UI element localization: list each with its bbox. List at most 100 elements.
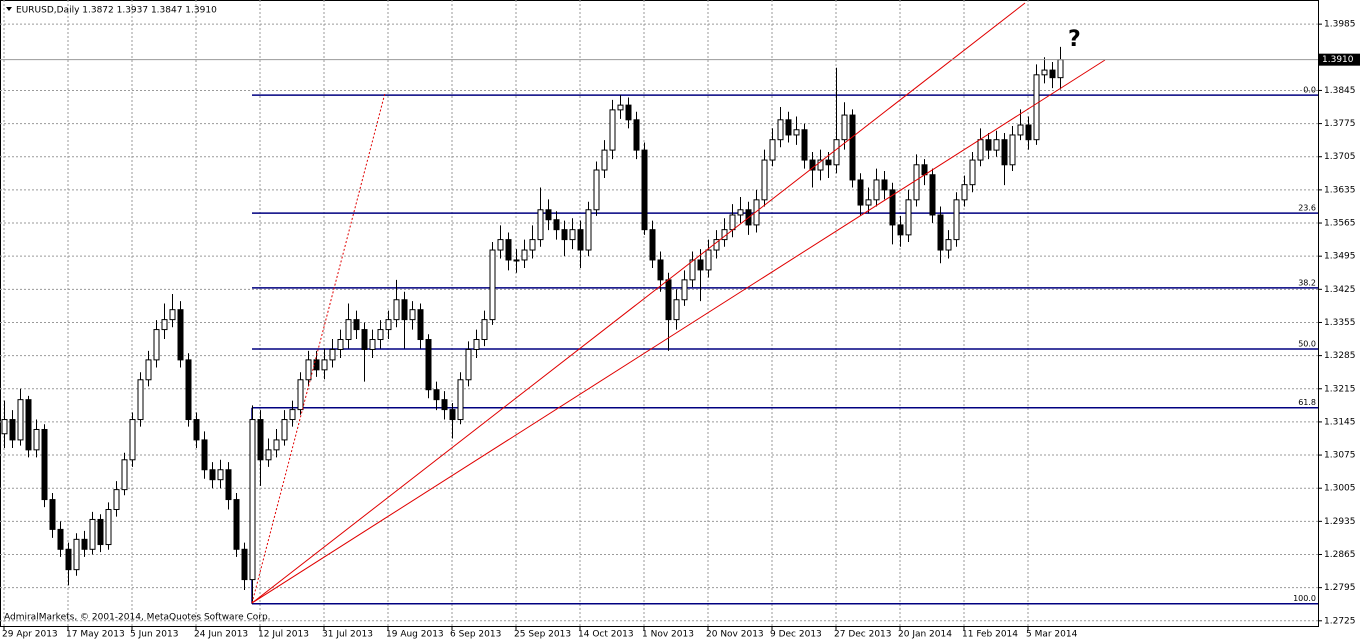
candle-body [145,359,152,381]
candle-body [849,114,856,181]
candle-body [57,528,64,550]
fib-level-label: 50.0 [1298,339,1316,348]
candle-body [945,239,952,251]
candle-body [417,309,424,341]
candle-body [9,419,16,441]
fib-level-label: 0.0 [1303,86,1316,95]
candle-body [81,538,88,550]
candle-body [433,389,440,401]
x-tick-label: 12 Jul 2013 [258,630,309,640]
candle-body [265,449,272,461]
candle-body [233,499,240,550]
candle-body [65,548,72,571]
x-tick-label: 14 Oct 2013 [578,630,634,640]
trend-lines [251,2,1106,604]
candle-body [25,399,32,451]
candle-body [777,119,784,141]
candle-body [553,219,560,231]
x-tick-label: 29 Apr 2013 [2,630,58,640]
candle-body [689,259,696,281]
candle-body [329,348,336,361]
candle-body [33,428,40,451]
x-tick-label: 6 Sep 2013 [450,630,501,640]
candle-body [1049,69,1056,79]
candle-body [633,119,640,151]
candle-body [353,319,360,331]
candle-body [865,199,872,206]
candle-body [801,129,808,161]
candle-body [841,114,848,141]
candle-body [129,419,136,461]
x-tick-label: 17 May 2013 [66,630,125,640]
candle-body [209,469,216,481]
candle-body [401,299,408,321]
candle-body [1009,134,1016,166]
candle-body [905,199,912,236]
candle-body [969,159,976,186]
y-tick-label: 1.3075 [1324,451,1356,461]
candle-body [113,489,120,511]
current-price-label: 1.3910 [1322,55,1354,65]
candle-body [249,419,256,581]
x-tick-label: 31 Jul 2013 [322,630,373,640]
candle-body [73,538,80,571]
x-tick-label: 24 Jun 2013 [194,630,248,640]
candle-body [257,419,264,461]
candle-body [449,409,456,421]
x-tick-label: 5 Mar 2014 [1026,630,1078,640]
candle-body [753,199,760,226]
candle-body [225,469,232,501]
y-tick-label: 1.3285 [1324,351,1356,361]
candle-body [313,359,320,371]
candle-body [1041,69,1048,76]
fib-level-label: 23.6 [1298,204,1316,213]
candle-body [497,239,504,251]
candle-body [481,319,488,341]
candle-body [105,509,112,546]
candle-body [873,179,880,201]
candle-body [193,419,200,441]
candle-body [241,548,248,581]
candle-body [1017,124,1024,136]
candle-body [201,439,208,471]
candle-body [833,139,840,166]
candle-body [289,409,296,421]
candle-body [177,309,184,361]
candle-body [529,239,536,251]
candle-body [137,379,144,421]
plot-frame [0,0,1319,627]
candle-body [369,339,376,350]
x-tick-label: 11 Feb 2014 [962,630,1018,640]
x-tick-label: 20 Nov 2013 [706,630,764,640]
candle-body [505,239,512,261]
candle-body [889,189,896,226]
candle-body [513,259,520,262]
y-tick-label: 1.3495 [1324,252,1356,262]
candle-body [649,229,656,261]
x-tick-label: 19 Aug 2013 [386,630,444,640]
candle-body [489,249,496,321]
candle-body [937,214,944,251]
candle-body [457,379,464,421]
candle-body [537,209,544,241]
candle-body [641,149,648,231]
y-tick-label: 1.3005 [1324,484,1356,494]
candle-body [985,139,992,151]
candle-body [305,359,312,381]
candle-body [913,164,920,201]
y-tick-label: 1.3355 [1324,318,1356,328]
candle-body [361,329,368,350]
x-tick-label: 5 Jun 2013 [130,630,178,640]
candle-body [569,229,576,241]
candle-body [657,259,664,281]
grid [0,0,1318,626]
candle-body [585,209,592,251]
candle-body [793,129,800,136]
chart-title: EURUSD,Daily 1.3872 1.3937 1.3847 1.3910 [16,6,217,16]
candle-body [993,139,1000,151]
x-tick-label: 20 Jan 2014 [898,630,952,640]
y-tick-label: 1.2725 [1324,616,1356,626]
candle-body [121,459,128,491]
watermark: AdmiralMarkets, © 2001-2014, MetaQuotes … [4,613,271,623]
